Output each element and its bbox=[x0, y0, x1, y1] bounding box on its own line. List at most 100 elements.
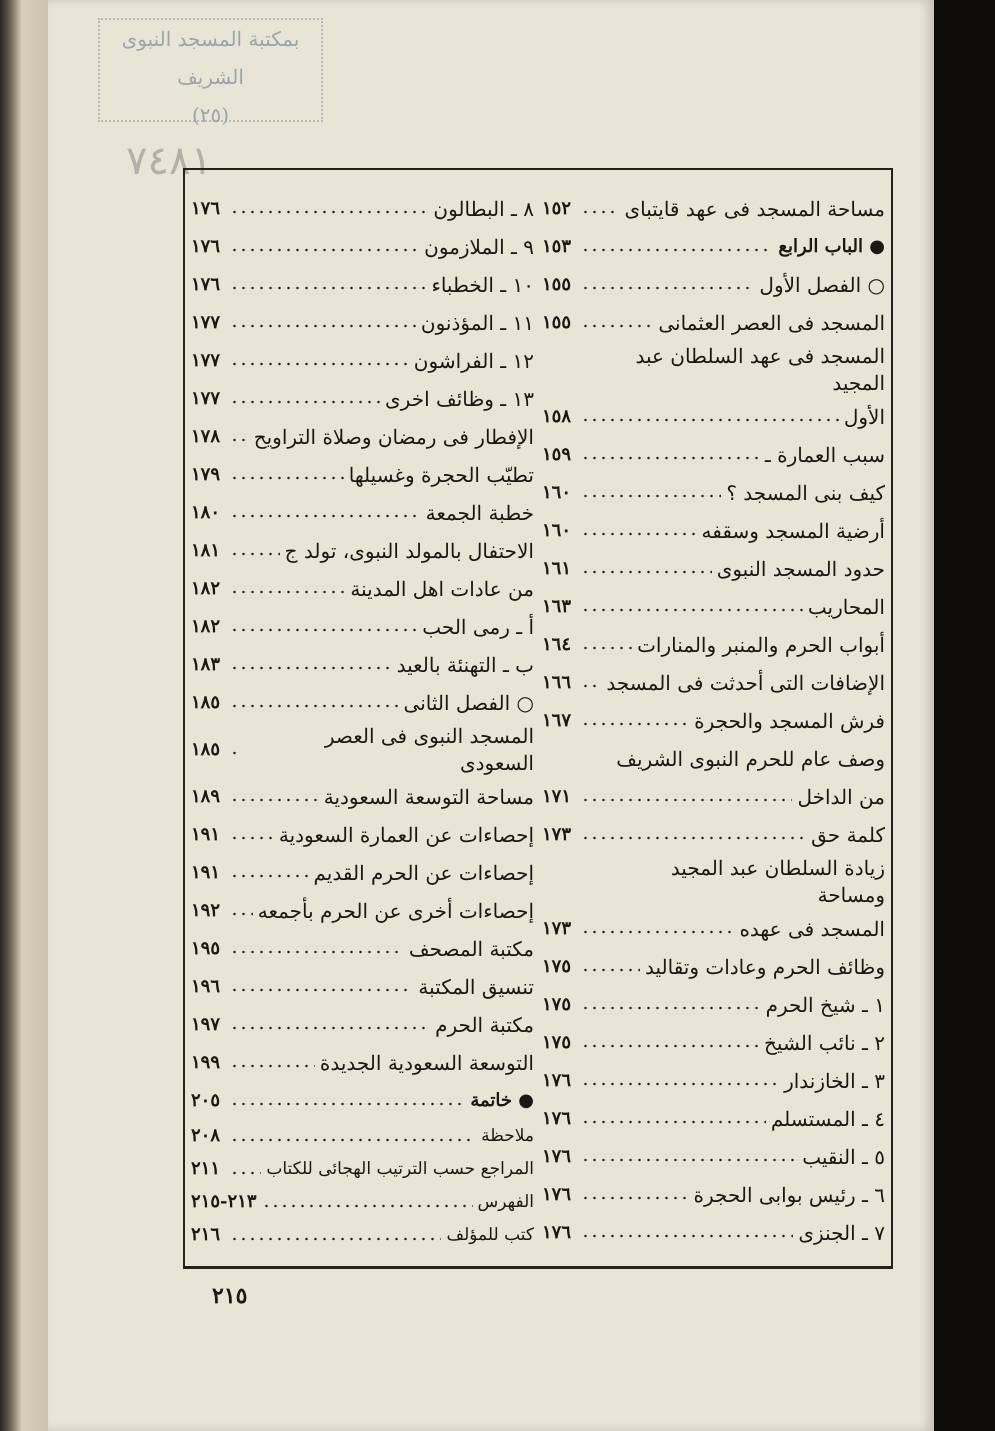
toc-entry: حدود المسجد النبوى ١٦١ bbox=[542, 550, 885, 588]
toc-entry: الإضافات التى أحدثت فى المسجد ١٦٦ bbox=[542, 664, 885, 702]
toc-entry: المحاريب ١٦٣ bbox=[542, 588, 885, 626]
dot-leader bbox=[230, 798, 319, 802]
toc-entry-page: ١٨٥ bbox=[191, 738, 221, 760]
dot-leader bbox=[581, 836, 807, 840]
toc-entry-title: كيف بنى المسجد ؟ bbox=[726, 480, 885, 505]
toc-entry: ٨ ـ البطالون ١٧٦ bbox=[191, 190, 534, 228]
toc-entry: ٧ ـ الجنزى ١٧٦ bbox=[542, 1214, 885, 1252]
toc-entry-title: حدود المسجد النبوى bbox=[716, 556, 885, 581]
toc-entry-title: مكتبة الحرم bbox=[435, 1012, 534, 1037]
dot-leader bbox=[230, 286, 427, 290]
toc-entry: مساحة التوسعة السعودية ١٨٩ bbox=[191, 778, 534, 816]
stamp-number: (٢٥) bbox=[191, 103, 230, 127]
library-stamp: بمكتبة المسجد النبوى الشريف (٢٥) bbox=[98, 18, 323, 127]
toc-entry-title: أ ـ رمى الحب bbox=[422, 614, 534, 639]
toc-entry: زيادة السلطان عبد المجيد ومساحة bbox=[542, 854, 885, 910]
dot-leader bbox=[230, 836, 274, 840]
toc-entry-page: ١٧٦ bbox=[191, 273, 221, 295]
dot-leader bbox=[230, 1236, 442, 1241]
toc-entry-page: ١٩١ bbox=[191, 823, 221, 845]
dot-leader bbox=[230, 628, 418, 632]
toc-entry-title: المسجد فى العصر العثمانى bbox=[658, 310, 885, 335]
toc-right-column: مساحة المسجد فى عهد قايتباى ١٥٢ ● الباب ال… bbox=[542, 190, 885, 1252]
dot-leader bbox=[581, 248, 774, 252]
toc-entry-page: ١٦١ bbox=[542, 557, 572, 579]
dot-leader bbox=[261, 1203, 473, 1208]
toc-entry: ١٣ ـ وظائف اخرى ١٧٧ bbox=[191, 380, 534, 418]
toc-entry-page: ١٧٣ bbox=[542, 917, 572, 939]
dot-leader bbox=[581, 1120, 766, 1124]
toc-entry-title: ب ـ التهنئة بالعيد bbox=[396, 652, 534, 677]
toc-entry-page: ١٧٦ bbox=[191, 197, 221, 219]
toc-entry-title: ○ الفصل الثانى bbox=[403, 690, 534, 715]
table-of-contents: مساحة المسجد فى عهد قايتباى ١٥٢ ● الباب ال… bbox=[183, 168, 893, 1269]
dot-leader bbox=[581, 1158, 798, 1162]
toc-entry-title: المراجع حسب الترتيب الهجائى للكتاب bbox=[266, 1159, 534, 1180]
toc-entry: ١٢ ـ الفراشون ١٧٧ bbox=[191, 342, 534, 380]
toc-entry: ٤ ـ المستسلم ١٧٦ bbox=[542, 1100, 885, 1138]
toc-entry: ○ الفصل الأول ١٥٥ bbox=[542, 266, 885, 304]
toc-entry-title: الفهرس bbox=[477, 1192, 534, 1213]
dot-leader bbox=[581, 418, 839, 422]
toc-entry: تنسيق المكتبة ١٩٦ bbox=[191, 968, 534, 1006]
book-spine-edge bbox=[0, 0, 50, 1431]
toc-entry: ملاحظة ٢٠٨ bbox=[191, 1120, 534, 1153]
toc-entry-title: ● خاتمة bbox=[470, 1089, 534, 1111]
dot-leader bbox=[230, 1064, 315, 1068]
toc-entry-title: ٥ ـ النقيب bbox=[802, 1144, 885, 1169]
toc-entry-title: ١٣ ـ وظائف اخرى bbox=[385, 386, 534, 411]
toc-entry-title: الأول bbox=[843, 404, 885, 429]
toc-entry-page: ١٥٥ bbox=[542, 311, 572, 333]
dot-leader bbox=[581, 1044, 760, 1048]
toc-entry-title: ● الباب الرابع bbox=[778, 235, 885, 257]
toc-entry-page: ١٧٦ bbox=[542, 1107, 572, 1129]
dot-leader bbox=[581, 684, 602, 688]
toc-entry: إحصاءات أخرى عن الحرم بأجمعه ١٩٢ bbox=[191, 892, 534, 930]
toc-entry-page: ١٩٩ bbox=[191, 1051, 221, 1073]
toc-entry-page: ١٨٩ bbox=[191, 785, 221, 807]
toc-entry-page: ١٨٢ bbox=[191, 577, 221, 599]
toc-entry-page: ١٦٠ bbox=[542, 481, 572, 503]
dot-leader bbox=[230, 590, 346, 594]
dot-leader bbox=[581, 930, 735, 934]
dot-leader bbox=[230, 552, 280, 556]
toc-entry-title: زيادة السلطان عبد المجيد ومساحة bbox=[670, 856, 885, 907]
toc-entry: مكتبة الحرم ١٩٧ bbox=[191, 1006, 534, 1044]
toc-entry: المسجد فى عهده ١٧٣ bbox=[542, 910, 885, 948]
toc-entry: الإفطار فى رمضان وصلاة التراويح ١٧٨ bbox=[191, 418, 534, 456]
toc-entry-page: ١٩٥ bbox=[191, 937, 221, 959]
toc-entry-title: أرضية المسجد وسقفه bbox=[701, 518, 885, 543]
toc-entry-page: ٢١٣-٢١٥ bbox=[191, 1191, 257, 1213]
toc-entry: كتب للمؤلف ٢١٦ bbox=[191, 1219, 534, 1252]
toc-entry-title: ١٠ ـ الخطباء bbox=[431, 272, 534, 297]
toc-entry-page: ١٧٦ bbox=[542, 1221, 572, 1243]
toc-entry: ● الباب الرابع ١٥٣ bbox=[542, 228, 885, 266]
toc-entry-page: ١٦٤ bbox=[542, 633, 572, 655]
toc-entry-page: ٢٠٨ bbox=[191, 1125, 221, 1147]
toc-entry-page: ١٨٥ bbox=[191, 691, 221, 713]
dot-leader bbox=[581, 1082, 780, 1086]
toc-entry: أبواب الحرم والمنبر والمنارات ١٦٤ bbox=[542, 626, 885, 664]
toc-entry-page: ١٩١ bbox=[191, 861, 221, 883]
toc-entry-page: ١٧٧ bbox=[191, 349, 221, 371]
toc-entry: ٥ ـ النقيب ١٧٦ bbox=[542, 1138, 885, 1176]
toc-entry-page: ١٨٠ bbox=[191, 501, 221, 523]
toc-entry-page: ١٩٧ bbox=[191, 1013, 221, 1035]
dot-leader bbox=[581, 324, 654, 328]
dot-leader bbox=[230, 1137, 477, 1142]
toc-entry-title: إحصاءات عن العمارة السعودية bbox=[278, 822, 534, 847]
dot-leader bbox=[581, 371, 593, 375]
toc-entry-title: وصف عام للحرم النبوى الشريف bbox=[616, 746, 885, 771]
dot-leader bbox=[230, 438, 249, 442]
toc-entry: كيف بنى المسجد ؟ ١٦٠ bbox=[542, 474, 885, 512]
toc-entry-page: ٢٠٥ bbox=[191, 1089, 221, 1111]
toc-entry: الاحتفال بالمولد النبوى، تولد ج ١٨١ bbox=[191, 532, 534, 570]
toc-entry-page: ١٩٦ bbox=[191, 975, 221, 997]
toc-entry-page: ١٦٧ bbox=[542, 709, 572, 731]
toc-entry: ب ـ التهنئة بالعيد ١٨٣ bbox=[191, 646, 534, 684]
toc-entry: وصف عام للحرم النبوى الشريف bbox=[542, 740, 885, 778]
dot-leader bbox=[230, 400, 381, 404]
page-content: مساحة المسجد فى عهد قايتباى ١٥٢ ● الباب ال… bbox=[183, 0, 893, 1349]
handwritten-number: ٧٤٨١ bbox=[126, 138, 212, 184]
toc-entry: المراجع حسب الترتيب الهجائى للكتاب ٢١١ bbox=[191, 1153, 534, 1186]
